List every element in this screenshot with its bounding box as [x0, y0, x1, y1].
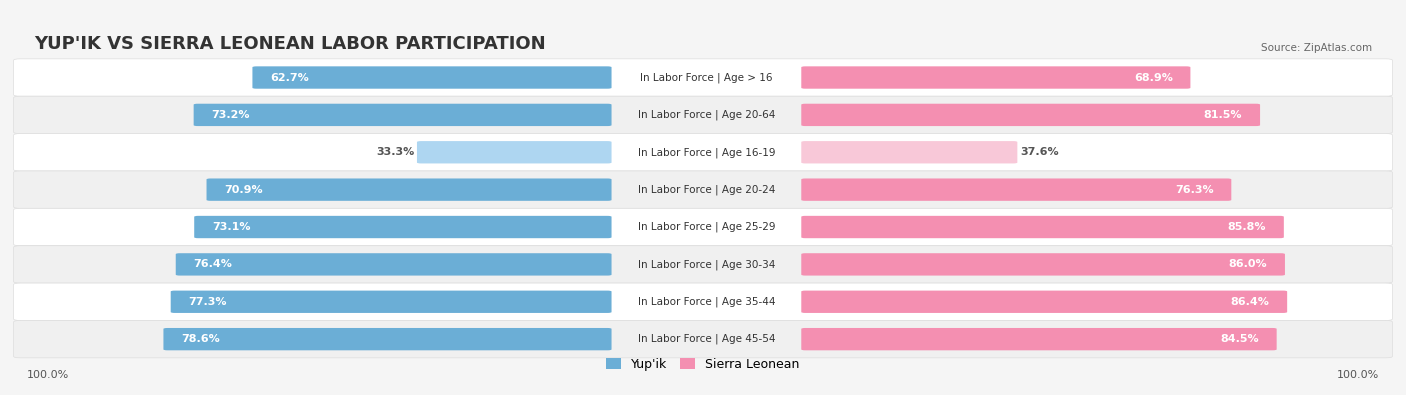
Legend: Yup'ik, Sierra Leonean: Yup'ik, Sierra Leonean	[602, 352, 804, 376]
Text: 85.8%: 85.8%	[1227, 222, 1265, 232]
FancyBboxPatch shape	[801, 216, 1284, 238]
Text: In Labor Force | Age 20-64: In Labor Force | Age 20-64	[638, 110, 775, 120]
Text: In Labor Force | Age 35-44: In Labor Force | Age 35-44	[638, 297, 775, 307]
Text: In Labor Force | Age > 16: In Labor Force | Age > 16	[640, 72, 773, 83]
FancyBboxPatch shape	[14, 320, 1392, 358]
Text: In Labor Force | Age 25-29: In Labor Force | Age 25-29	[638, 222, 775, 232]
Text: In Labor Force | Age 20-24: In Labor Force | Age 20-24	[638, 184, 775, 195]
Text: In Labor Force | Age 45-54: In Labor Force | Age 45-54	[638, 334, 775, 344]
FancyBboxPatch shape	[801, 104, 1260, 126]
FancyBboxPatch shape	[253, 66, 612, 89]
FancyBboxPatch shape	[14, 208, 1392, 246]
FancyBboxPatch shape	[14, 246, 1392, 283]
FancyBboxPatch shape	[801, 328, 1277, 350]
FancyBboxPatch shape	[801, 291, 1286, 313]
Text: 81.5%: 81.5%	[1204, 110, 1243, 120]
FancyBboxPatch shape	[14, 171, 1392, 208]
FancyBboxPatch shape	[14, 59, 1392, 96]
Text: 100.0%: 100.0%	[1337, 370, 1379, 380]
FancyBboxPatch shape	[14, 283, 1392, 320]
FancyBboxPatch shape	[418, 141, 612, 164]
Text: 100.0%: 100.0%	[27, 370, 69, 380]
Text: 78.6%: 78.6%	[181, 334, 219, 344]
FancyBboxPatch shape	[14, 96, 1392, 134]
FancyBboxPatch shape	[801, 179, 1232, 201]
Text: 84.5%: 84.5%	[1220, 334, 1258, 344]
FancyBboxPatch shape	[14, 134, 1392, 171]
Text: 86.4%: 86.4%	[1230, 297, 1270, 307]
Text: YUP'IK VS SIERRA LEONEAN LABOR PARTICIPATION: YUP'IK VS SIERRA LEONEAN LABOR PARTICIPA…	[34, 35, 546, 53]
FancyBboxPatch shape	[207, 179, 612, 201]
Text: 70.9%: 70.9%	[225, 184, 263, 195]
FancyBboxPatch shape	[194, 104, 612, 126]
Text: In Labor Force | Age 30-34: In Labor Force | Age 30-34	[638, 259, 775, 270]
Text: In Labor Force | Age 16-19: In Labor Force | Age 16-19	[638, 147, 775, 158]
Text: 62.7%: 62.7%	[270, 73, 309, 83]
Text: Source: ZipAtlas.com: Source: ZipAtlas.com	[1261, 43, 1372, 53]
FancyBboxPatch shape	[163, 328, 612, 350]
Text: 76.4%: 76.4%	[194, 260, 232, 269]
FancyBboxPatch shape	[194, 216, 612, 238]
FancyBboxPatch shape	[801, 66, 1191, 89]
FancyBboxPatch shape	[801, 253, 1285, 276]
Text: 33.3%: 33.3%	[375, 147, 415, 157]
Text: 68.9%: 68.9%	[1133, 73, 1173, 83]
Text: 77.3%: 77.3%	[188, 297, 226, 307]
FancyBboxPatch shape	[170, 291, 612, 313]
Text: 73.2%: 73.2%	[211, 110, 250, 120]
Text: 37.6%: 37.6%	[1021, 147, 1059, 157]
Text: 86.0%: 86.0%	[1229, 260, 1267, 269]
FancyBboxPatch shape	[801, 141, 1018, 164]
Text: 73.1%: 73.1%	[212, 222, 250, 232]
FancyBboxPatch shape	[176, 253, 612, 276]
Text: 76.3%: 76.3%	[1175, 184, 1213, 195]
